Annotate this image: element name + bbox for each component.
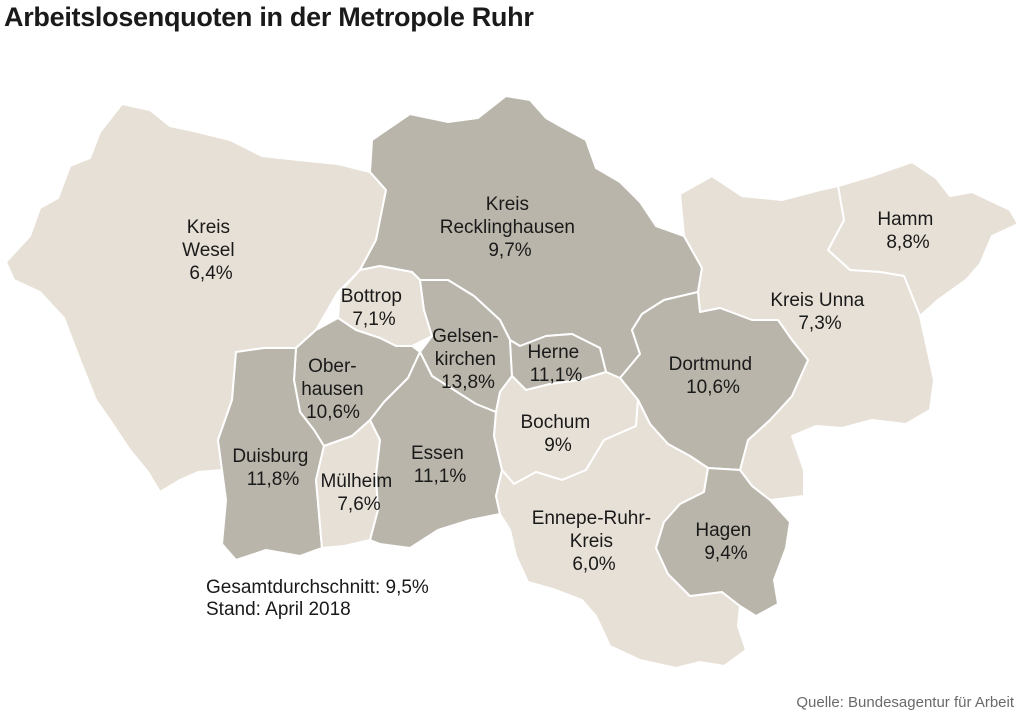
- label-gelsenkirchen: Gelsen- kirchen 13,8%: [432, 326, 504, 393]
- map-title: Arbeitslosenquoten in der Metropole Ruhr: [4, 2, 534, 32]
- region-duisburg[interactable]: [217, 347, 325, 561]
- label-oberhausen: Ober- hausen 10,6%: [301, 356, 369, 423]
- label-muelheim: Mülheim 7,6%: [320, 471, 397, 515]
- label-dortmund: Dortmund 10,6%: [669, 354, 758, 398]
- label-bottrop: Bottrop 7,1%: [341, 286, 408, 330]
- label-bochum: Bochum 9%: [521, 412, 596, 456]
- region-hagen[interactable]: [655, 467, 791, 617]
- label-essen: Essen 11,1%: [411, 443, 469, 487]
- date-text: Stand: April 2018: [206, 599, 351, 620]
- label-ennepe-ruhr-kreis: Ennepe-Ruhr- Kreis 6,0%: [532, 508, 657, 575]
- label-kreis-wesel: Kreis Wesel 6,4%: [182, 217, 240, 284]
- label-hamm: Hamm 8,8%: [877, 209, 938, 253]
- label-kreis-recklinghausen: Kreis Recklinghausen 9,7%: [440, 194, 580, 261]
- average-text: Gesamtdurchschnitt: 9,5%: [206, 577, 429, 598]
- label-duisburg: Duisburg 11,8%: [232, 446, 313, 490]
- summary-note: Gesamtdurchschnitt: 9,5% Stand: April 20…: [206, 577, 429, 621]
- label-hagen: Hagen 9,4%: [695, 520, 756, 564]
- label-herne: Herne 11,1%: [527, 342, 584, 386]
- source-credit: Quelle: Bundesagentur für Arbeit: [796, 694, 1014, 711]
- label-kreis-unna: Kreis Unna 7,3%: [770, 290, 869, 334]
